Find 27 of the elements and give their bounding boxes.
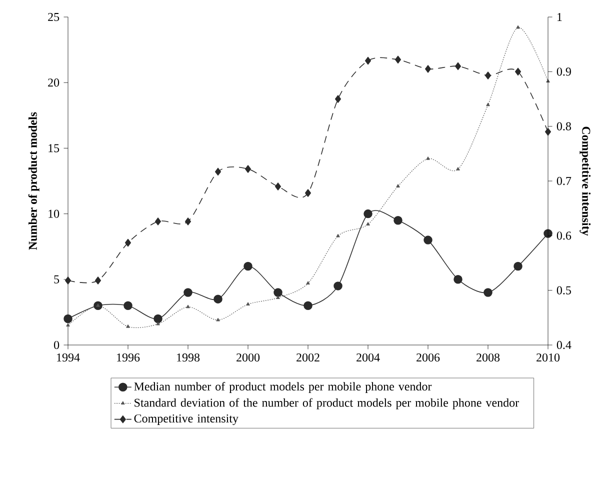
y2-axis-title: Competitive intensity xyxy=(580,126,591,236)
x-tick-label: 2010 xyxy=(536,353,560,362)
legend-label: Competitive intensity xyxy=(134,414,238,425)
y-tick-label: 25 xyxy=(48,12,60,22)
x-tick-label: 2000 xyxy=(236,353,260,362)
legend-label: Median number of product models per mobile phone vendor xyxy=(134,382,432,393)
x-tick-label: 2002 xyxy=(296,353,320,362)
y2-tick-label: 0.8 xyxy=(556,122,572,130)
x-tick-label: 2008 xyxy=(476,353,500,362)
y-tick-label: 10 xyxy=(48,210,60,218)
x-tick-label: 2004 xyxy=(356,353,380,362)
legend-label: Standard deviation of the number of product models per mobile phone vendor xyxy=(134,398,519,410)
y-axis-title: Number of product models xyxy=(28,112,40,250)
y2-tick-label: 0.9 xyxy=(556,68,571,76)
x-tick-label: 1994 xyxy=(57,353,80,362)
y2-tick-label: 1 xyxy=(558,13,562,21)
y2-tick-label: 0.5 xyxy=(556,286,571,294)
y2-tick-label: 0.4 xyxy=(556,340,572,350)
y2-tick-label: 0.7 xyxy=(556,176,572,186)
y-tick-label: 0 xyxy=(54,340,60,350)
y-tick-label: 5 xyxy=(54,275,60,284)
x-tick-label: 1998 xyxy=(177,353,200,362)
y2-tick-label: 0.6 xyxy=(556,232,572,240)
x-tick-label: 2006 xyxy=(416,353,440,362)
y-tick-label: 15 xyxy=(48,144,60,152)
x-tick-label: 1996 xyxy=(117,353,140,362)
y-tick-label: 20 xyxy=(48,78,60,87)
